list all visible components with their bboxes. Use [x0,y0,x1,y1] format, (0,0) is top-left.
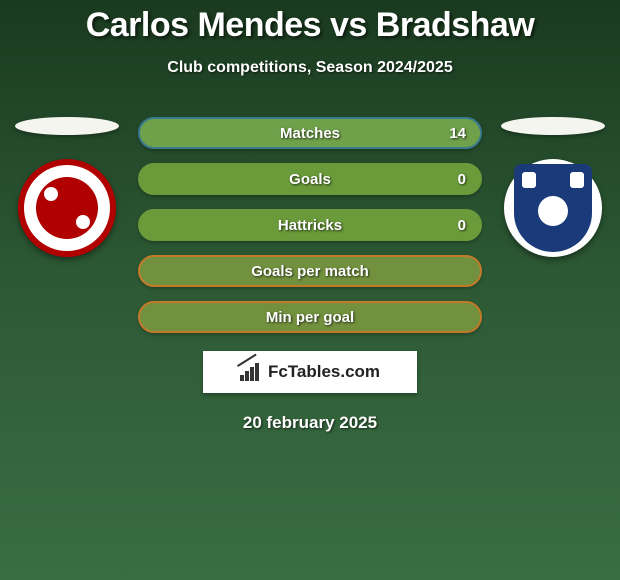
stat-row-hattricks: Hattricks 0 [138,209,482,241]
stat-label: Goals [289,171,331,188]
left-player-col [12,117,122,257]
tranmere-crest-icon [514,164,592,252]
page-title: Carlos Mendes vs Bradshaw [0,6,620,45]
left-name-pill [15,117,119,135]
stat-label: Matches [280,125,340,142]
brand-box[interactable]: FcTables.com [203,351,417,393]
right-team-crest [504,159,602,257]
main-row: Matches 14 Goals 0 Hattricks 0 Goals per… [0,117,620,333]
stat-value: 14 [449,125,466,142]
brand-text: FcTables.com [268,362,380,382]
stat-row-gpm: Goals per match [138,255,482,287]
stats-column: Matches 14 Goals 0 Hattricks 0 Goals per… [138,117,482,333]
fleetwood-crest-icon [36,177,98,239]
stat-value: 0 [458,171,466,188]
ball-icon [538,196,568,226]
chart-bars-icon [240,363,262,381]
stat-row-goals: Goals 0 [138,163,482,195]
stat-label: Goals per match [251,263,369,280]
date-text: 20 february 2025 [0,413,620,433]
right-player-col [498,117,608,257]
comparison-card: Carlos Mendes vs Bradshaw Club competiti… [0,0,620,433]
stat-label: Hattricks [278,217,342,234]
subtitle: Club competitions, Season 2024/2025 [0,59,620,77]
stat-label: Min per goal [266,309,354,326]
stat-row-matches: Matches 14 [138,117,482,149]
right-name-pill [501,117,605,135]
stat-value: 0 [458,217,466,234]
left-team-crest [18,159,116,257]
stat-row-mpg: Min per goal [138,301,482,333]
